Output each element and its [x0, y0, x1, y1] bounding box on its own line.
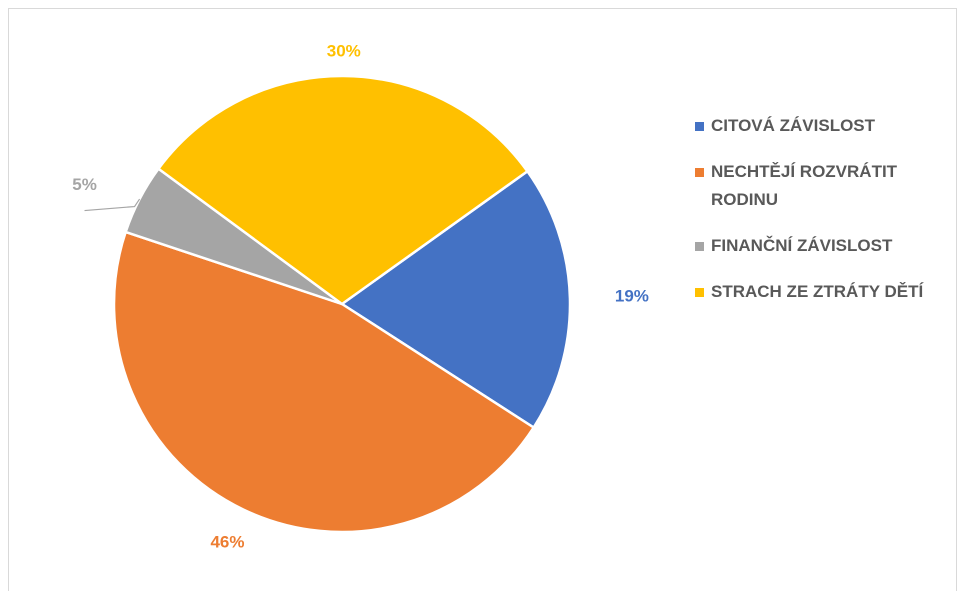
legend-swatch [695, 288, 704, 297]
legend-item: CITOVÁ ZÁVISLOST [695, 112, 925, 140]
data-label: 19% [615, 286, 649, 305]
legend-item: FINANČNÍ ZÁVISLOST [695, 232, 925, 260]
legend-label: CITOVÁ ZÁVISLOST [711, 116, 876, 135]
legend-swatch [695, 168, 704, 177]
pie-slice [339, 169, 572, 430]
legend-label: STRACH ZE ZTRÁTY DĚTÍ [711, 282, 924, 301]
leader-line [84, 198, 141, 212]
legend-label: FINANČNÍ ZÁVISLOST [711, 236, 893, 255]
legend-swatch [695, 122, 704, 131]
legend-label: NECHTĚJÍ ROZVRÁTIT RODINU [711, 162, 898, 209]
legend-swatch [695, 242, 704, 251]
chart-border [8, 8, 957, 591]
pie-slice [156, 74, 530, 306]
data-label: 5% [72, 175, 97, 194]
legend-item: NECHTĚJÍ ROZVRÁTIT RODINU [695, 158, 925, 214]
legend: CITOVÁ ZÁVISLOST NECHTĚJÍ ROZVRÁTIT RODIN… [695, 112, 925, 324]
data-label: 46% [210, 532, 244, 551]
pie-slice [112, 230, 536, 534]
legend-item: STRACH ZE ZTRÁTY DĚTÍ [695, 278, 925, 306]
data-label: 30% [327, 41, 361, 60]
